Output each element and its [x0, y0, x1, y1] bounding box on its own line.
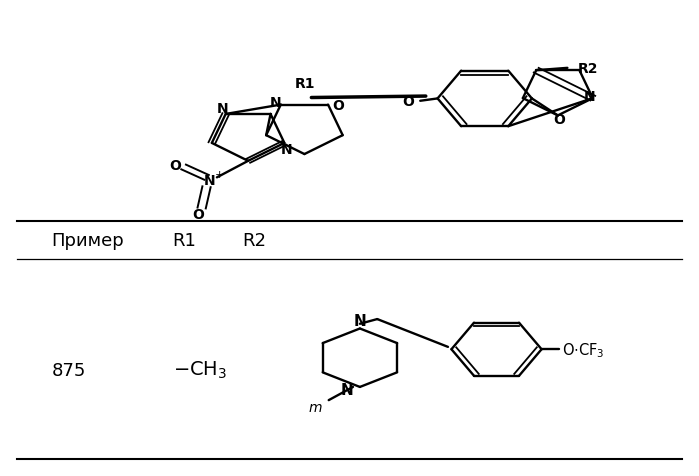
- Text: O: O: [402, 95, 414, 109]
- Text: R2: R2: [578, 62, 598, 76]
- Text: O: O: [554, 113, 565, 127]
- Text: N: N: [217, 102, 228, 116]
- Text: 875: 875: [51, 361, 86, 379]
- Text: $\mathrm{O{\cdot}CF_3}$: $\mathrm{O{\cdot}CF_3}$: [563, 340, 605, 359]
- Text: O: O: [332, 99, 344, 112]
- Text: +: +: [215, 169, 224, 179]
- Text: N: N: [341, 382, 354, 397]
- Text: m: m: [308, 400, 322, 414]
- Text: N: N: [584, 89, 595, 104]
- Text: R2: R2: [242, 231, 266, 249]
- Text: R1: R1: [295, 76, 315, 90]
- Text: O: O: [192, 207, 204, 221]
- Text: N: N: [204, 173, 216, 188]
- Text: R1: R1: [173, 231, 196, 249]
- Text: N: N: [281, 142, 292, 156]
- Text: $-\mathrm{CH_3}$: $-\mathrm{CH_3}$: [173, 359, 227, 380]
- Text: N: N: [354, 313, 366, 328]
- Text: N: N: [269, 96, 281, 110]
- Text: Пример: Пример: [51, 231, 124, 249]
- Text: O: O: [169, 159, 181, 172]
